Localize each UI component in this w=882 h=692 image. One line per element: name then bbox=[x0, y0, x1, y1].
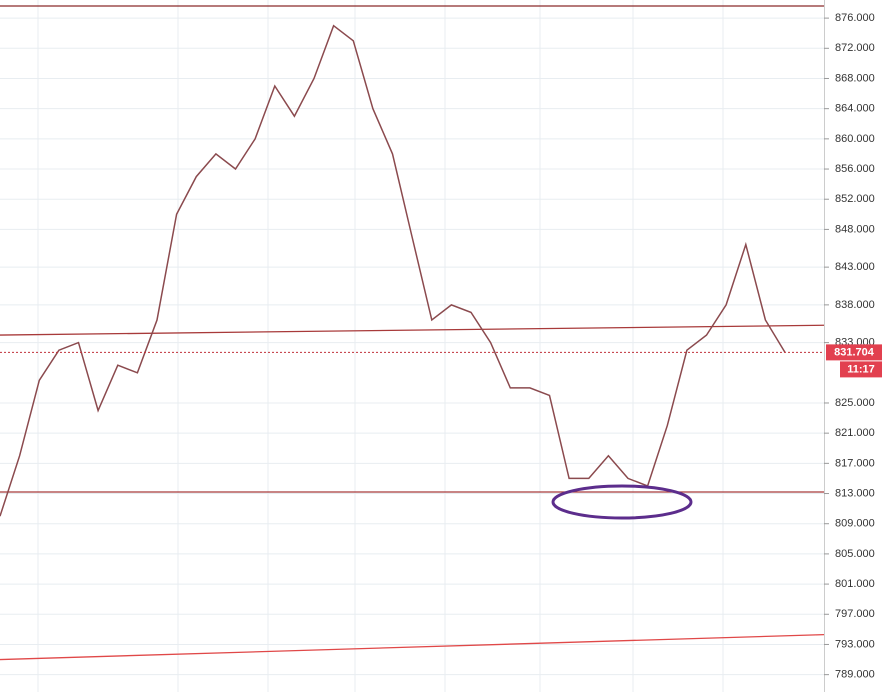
y-tick-label: 801.000 bbox=[835, 578, 875, 590]
price-label-bg bbox=[826, 344, 882, 361]
y-tick-label: 848.000 bbox=[835, 223, 875, 235]
y-tick-label: 797.000 bbox=[835, 608, 875, 620]
highlight-ellipse bbox=[551, 484, 693, 520]
y-tick-label: 813.000 bbox=[835, 487, 875, 499]
y-tick-label: 852.000 bbox=[835, 193, 875, 205]
trend-line bbox=[0, 633, 825, 661]
y-tick-label: 843.000 bbox=[835, 261, 875, 273]
price-label: 831.704 bbox=[834, 346, 875, 358]
y-tick-label: 860.000 bbox=[835, 133, 875, 145]
y-tick-label: 809.000 bbox=[835, 518, 875, 530]
y-tick-label: 817.000 bbox=[835, 457, 875, 469]
plot bbox=[0, 5, 825, 661]
y-tick-label: 825.000 bbox=[835, 397, 875, 409]
vertical-grid bbox=[37, 0, 724, 692]
y-tick-label: 821.000 bbox=[835, 427, 875, 439]
y-tick-label: 789.000 bbox=[835, 669, 875, 681]
y-tick-label: 876.000 bbox=[835, 12, 875, 24]
y-tick-label: 793.000 bbox=[835, 638, 875, 650]
timer-bg bbox=[840, 361, 882, 378]
price-line bbox=[0, 24, 786, 517]
y-tick-label: 805.000 bbox=[835, 548, 875, 560]
y-tick-label: 838.000 bbox=[835, 299, 875, 311]
y-tick-label: 864.000 bbox=[835, 103, 875, 115]
y-axis: 876.000 872.000 868.000 864.000 860.000 856.0… bbox=[824, 12, 882, 681]
y-tick-label: 868.000 bbox=[835, 72, 875, 84]
y-tick-label: 856.000 bbox=[835, 163, 875, 175]
grid bbox=[0, 17, 824, 676]
y-tick-label: 872.000 bbox=[835, 42, 875, 54]
trend-line bbox=[0, 324, 825, 336]
timer: 11:17 bbox=[847, 363, 875, 375]
